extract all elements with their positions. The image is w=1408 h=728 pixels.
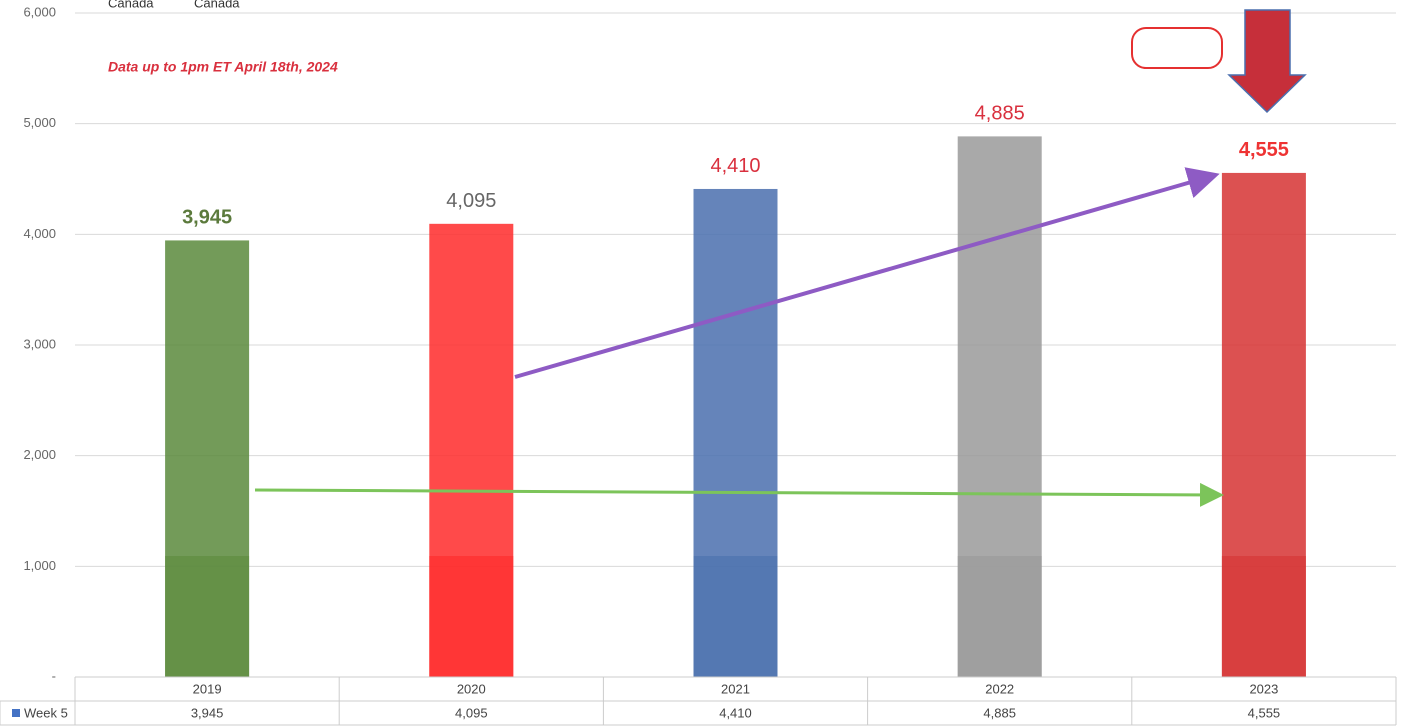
y-tick-label: - bbox=[52, 668, 56, 683]
y-tick-label: 5,000 bbox=[23, 115, 56, 130]
data-label: 4,555 bbox=[1239, 139, 1289, 161]
x-tick-label: 2020 bbox=[457, 681, 486, 696]
x-tick-label: 2023 bbox=[1249, 681, 1278, 696]
legend-label: Week 5 bbox=[24, 705, 68, 720]
y-tick-label: 2,000 bbox=[23, 447, 56, 462]
table-value: 4,885 bbox=[983, 705, 1016, 720]
y-tick-label: 6,000 bbox=[23, 4, 56, 19]
annotation: Data up to 1pm ET April 18th, 2024 bbox=[108, 59, 338, 75]
bar-base-shade bbox=[957, 556, 1042, 677]
x-tick-label: 2019 bbox=[193, 681, 222, 696]
data-label: 4,885 bbox=[975, 103, 1025, 125]
bar-base-shade bbox=[429, 556, 514, 677]
data-label: 3,945 bbox=[182, 207, 232, 229]
y-tick-label: 4,000 bbox=[23, 226, 56, 241]
table-value: 4,095 bbox=[455, 705, 488, 720]
y-tick-label: 1,000 bbox=[23, 558, 56, 573]
y-tick-label: 3,000 bbox=[23, 336, 56, 351]
bar-base-shade bbox=[165, 556, 250, 677]
data-label: 4,410 bbox=[710, 155, 760, 177]
elephant-icon bbox=[1131, 27, 1223, 69]
table-value: 3,945 bbox=[191, 705, 224, 720]
trend-arrow bbox=[254, 482, 1224, 507]
bar-base-shade bbox=[1221, 556, 1306, 677]
x-tick-label: 2022 bbox=[985, 681, 1014, 696]
data-label: 4,095 bbox=[446, 190, 496, 212]
table-value: 4,555 bbox=[1248, 705, 1281, 720]
trend-arrow bbox=[514, 167, 1220, 379]
top-label: Canada bbox=[194, 0, 240, 10]
x-tick-label: 2021 bbox=[721, 681, 750, 696]
bar-base-shade bbox=[693, 556, 778, 677]
top-label: Canada bbox=[108, 0, 154, 10]
legend-key bbox=[12, 709, 20, 717]
table-value: 4,410 bbox=[719, 705, 752, 720]
down-arrow-icon bbox=[1227, 9, 1307, 114]
